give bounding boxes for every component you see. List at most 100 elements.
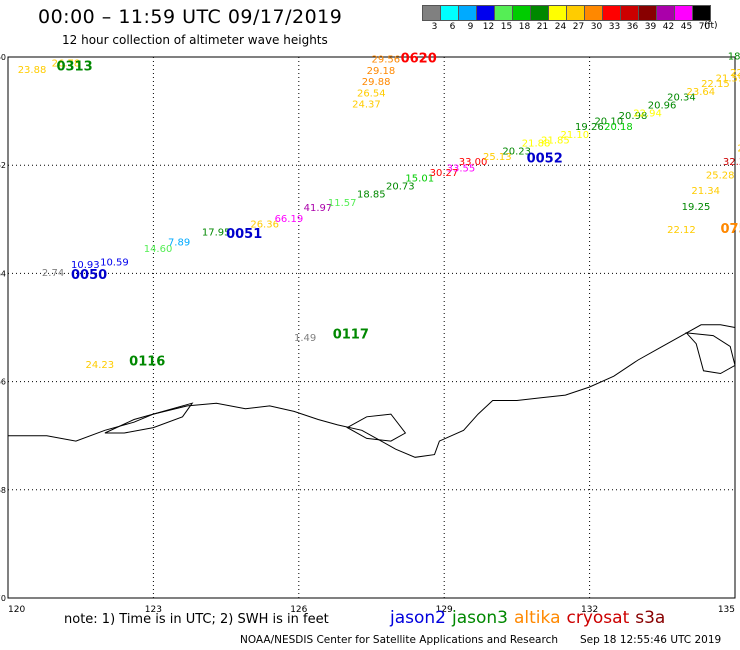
satellite-altika: altika xyxy=(514,608,561,628)
swh-reading: 26.78 xyxy=(52,59,81,70)
color-scale-value: 30 xyxy=(590,22,603,32)
swh-reading: 15.01 xyxy=(405,173,434,184)
swh-reading: 22.15 xyxy=(701,79,730,90)
swh-reading: 17.95 xyxy=(202,228,231,239)
map-title: 00:00 – 11:59 UTC 09/17/2019 xyxy=(38,6,343,28)
swh-reading: 20.23 xyxy=(502,146,531,157)
color-scale-value: 42 xyxy=(662,22,675,32)
color-scale-value: 39 xyxy=(644,22,657,32)
track-time-label: 0050 xyxy=(71,268,107,283)
coastline-main xyxy=(8,324,736,458)
longitude-label: 126 xyxy=(290,605,307,615)
color-scale-value: 18 xyxy=(518,22,531,32)
swh-reading: 23.88 xyxy=(18,65,47,76)
color-scale-value: 33 xyxy=(608,22,621,32)
color-scale-value: 6 xyxy=(449,22,456,32)
color-scale-unit: (ft) xyxy=(704,21,718,31)
swh-reading: 11.57 xyxy=(328,198,357,209)
latitude-label: -62 xyxy=(0,161,6,170)
satellite-jason3: jason3 xyxy=(452,608,508,628)
satellite-s3a: s3a xyxy=(635,608,666,628)
swh-reading: 24.23 xyxy=(86,360,115,371)
track-labels: 0313 0620 0050 0051 0052 0117 0116 0753 xyxy=(56,51,740,369)
swh-reading: 25.28 xyxy=(706,171,735,182)
coastline-ice-shelf xyxy=(104,402,194,434)
swh-reading: 18. xyxy=(728,52,740,63)
swh-reading: 14.60 xyxy=(144,244,173,255)
swh-reading: 29.88 xyxy=(362,77,391,88)
color-scale-value: 15 xyxy=(500,22,513,32)
color-scale-value: 24 xyxy=(554,22,567,32)
swh-reading: 29.56 xyxy=(372,54,401,65)
swh-reading: 26.54 xyxy=(357,88,386,99)
footer-note: note: 1) Time is in UTC; 2) SWH is in fe… xyxy=(64,612,329,627)
map-subtitle: 12 hour collection of altimeter wave hei… xyxy=(62,33,328,47)
latitude-label: -60 xyxy=(0,53,6,62)
swh-reading: 20.10 xyxy=(594,117,623,128)
coastline-inlet xyxy=(346,413,407,442)
longitude-label: 132 xyxy=(581,605,598,615)
satellite-jason2: jason2 xyxy=(390,608,446,628)
swh-reading: 21.34 xyxy=(691,186,720,197)
swh-reading: 20.73 xyxy=(386,182,415,193)
satellite-legend: jason2 jason3 altika cryosat s3a xyxy=(390,608,671,628)
swh-reading: 20.98 xyxy=(619,111,648,122)
swh-reading: 25.13 xyxy=(483,152,512,163)
track-time-label: 0116 xyxy=(129,354,165,369)
swh-reading: 18.85 xyxy=(357,190,386,201)
coastline-east xyxy=(685,332,736,375)
footer-credit: NOAA/NESDIS Center for Satellite Applica… xyxy=(240,634,558,646)
longitude-label: 123 xyxy=(145,605,162,615)
longitude-label: 129 xyxy=(436,605,453,615)
color-scale-value: 3 xyxy=(431,22,438,32)
swh-reading: 1.49 xyxy=(294,333,316,344)
longitude-label: 135 xyxy=(718,605,735,615)
swh-reading: 66.19 xyxy=(275,214,304,225)
swh-reading: 21.59 xyxy=(716,73,740,84)
swh-reading: 23.64 xyxy=(687,87,716,98)
swh-reading: 20.96 xyxy=(648,100,677,111)
track-time-label: 0052 xyxy=(527,151,563,166)
swh-reading: 26.36 xyxy=(250,219,279,230)
latitude-label: -70 xyxy=(0,594,6,603)
color-scale-value: 9 xyxy=(467,22,474,32)
axis-labels: -60 -62 -64 -66 -68 -70120 123 126 129 132 135 xyxy=(0,53,735,615)
color-scale-value: 12 xyxy=(482,22,495,32)
latitude-label: -64 xyxy=(0,269,6,278)
satellite-cryosat: cryosat xyxy=(566,608,630,628)
track-time-label: 0753 xyxy=(720,222,740,237)
color-scale-value: 70 xyxy=(698,22,711,32)
swh-reading: 25 xyxy=(737,144,740,155)
graticule xyxy=(7,56,736,599)
swh-reading: 21.10 xyxy=(561,130,590,141)
color-scale-value: 36 xyxy=(626,22,639,32)
color-scale-value: 21 xyxy=(536,22,549,32)
swh-reading: 41.97 xyxy=(304,203,333,214)
swh-reading: 19.26 xyxy=(575,122,604,133)
footer-generated-time: Sep 18 12:55:46 UTC 2019 xyxy=(580,634,722,646)
latitude-label: -68 xyxy=(0,486,6,495)
longitude-label: 120 xyxy=(8,605,25,615)
map-frame xyxy=(7,56,736,599)
color-scale-value: 27 xyxy=(572,22,585,32)
latitude-label: -66 xyxy=(0,378,6,387)
color-swatch xyxy=(692,5,711,21)
track-time-label: 0620 xyxy=(401,51,437,66)
swh-reading: 20.18 xyxy=(604,122,633,133)
swh-reading: 24.37 xyxy=(352,99,381,110)
swh-reading: 10.59 xyxy=(100,257,129,268)
swh-reading: 29.18 xyxy=(367,66,396,77)
swh-reading: 21.85 xyxy=(541,136,570,147)
track-time-label: 0313 xyxy=(56,60,92,75)
swh-reading: 21.88 xyxy=(522,138,551,149)
swh-reading: 2.74 xyxy=(42,268,64,279)
swh-reading: 33.55 xyxy=(447,164,476,175)
swh-reading: 22.03 xyxy=(730,68,740,79)
swh-reading: 22.12 xyxy=(667,225,696,236)
color-scale-value: 45 xyxy=(680,22,693,32)
track-time-label: 0051 xyxy=(226,227,262,242)
swh-reading: 19.25 xyxy=(682,202,711,213)
swh-reading: 7.89 xyxy=(168,237,190,248)
